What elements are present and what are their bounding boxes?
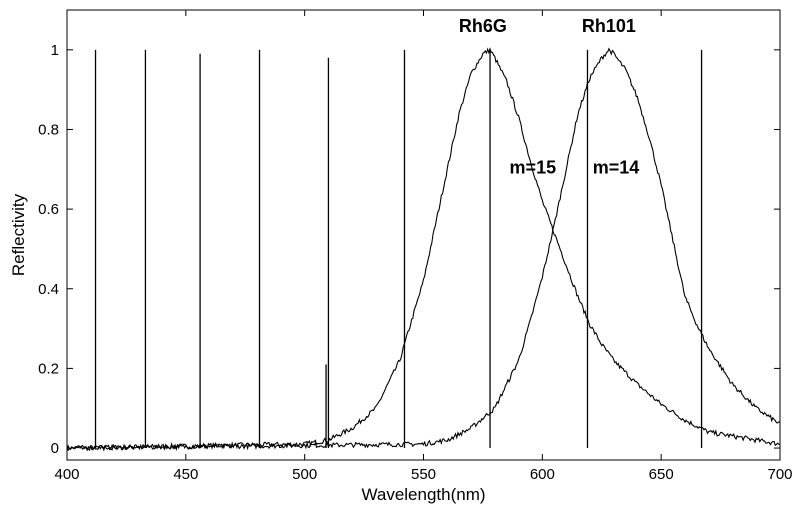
reflectivity-curve-1: [66, 47, 781, 452]
x-tick-label: 550: [411, 466, 436, 483]
y-tick-label: 1: [51, 42, 59, 59]
x-tick-label: 450: [173, 466, 198, 483]
annotation: m=14: [593, 157, 640, 177]
curves: [66, 47, 781, 452]
x-tick-label: 650: [649, 466, 674, 483]
y-tick-label: 0.2: [38, 360, 59, 377]
spectral-lines: [94, 49, 703, 449]
y-tick-label: 0.4: [38, 281, 59, 298]
axes: 400 450 500 550 600 650 700 0 0.2 0.4 0.6 0.8 1: [38, 9, 793, 483]
plot-frame: [66, 9, 781, 461]
x-axis-label: Wavelength(nm): [361, 485, 485, 504]
annotation: Rh6G: [459, 16, 507, 36]
y-tick-label: 0.8: [38, 121, 59, 138]
x-tick-label: 500: [292, 466, 317, 483]
x-tick-label: 700: [767, 466, 792, 483]
y-tick-label: 0.6: [38, 201, 59, 218]
y-axis-label: Reflectivity: [9, 193, 28, 276]
annotations: Rh6G Rh101 m=15 m=14: [459, 16, 639, 177]
x-tick-label: 600: [530, 466, 555, 483]
annotation: m=15: [510, 157, 557, 177]
y-tick-label: 0: [51, 440, 59, 457]
reflectivity-curve-2: [66, 47, 781, 452]
annotation: Rh101: [582, 16, 636, 36]
x-tick-label: 400: [54, 466, 79, 483]
